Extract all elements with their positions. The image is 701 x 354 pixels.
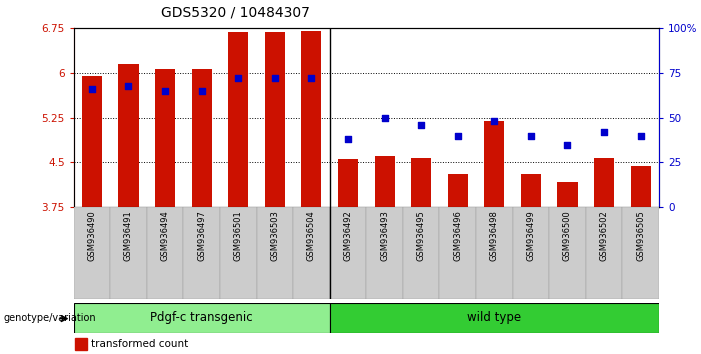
Point [635,133,646,138]
Bar [521,174,541,207]
Point [525,133,536,138]
Bar [586,207,622,299]
Text: GSM936491: GSM936491 [124,210,133,261]
Bar [366,207,403,299]
Point [123,83,134,88]
Text: GSM936505: GSM936505 [636,210,645,261]
Text: genotype/variation: genotype/variation [4,313,96,323]
Point [159,88,170,94]
Text: Pdgf-c transgenic: Pdgf-c transgenic [150,311,253,324]
Bar [484,121,505,207]
Point [233,75,244,81]
Point [489,119,500,124]
Text: GSM936494: GSM936494 [161,210,170,261]
Text: transformed count: transformed count [91,339,189,349]
Bar [476,207,512,299]
Bar [403,207,440,299]
Bar [147,207,184,299]
Bar [74,207,110,299]
Bar [440,207,476,299]
Bar [622,207,659,299]
Bar [75,338,87,350]
Text: wild type: wild type [468,311,522,324]
Point [562,142,573,147]
Text: GSM936501: GSM936501 [233,210,243,261]
Bar [155,69,175,207]
Text: GSM936504: GSM936504 [307,210,316,261]
Bar [301,31,322,207]
Text: GSM936502: GSM936502 [599,210,608,261]
Text: GDS5320 / 10484307: GDS5320 / 10484307 [161,5,311,19]
Bar [557,182,578,207]
Bar [265,33,285,207]
Bar [338,159,358,207]
Bar [74,303,329,333]
Text: GSM936492: GSM936492 [343,210,353,261]
Point [452,133,463,138]
Bar [374,156,395,207]
Point [269,75,280,81]
Bar [257,207,293,299]
Bar [82,76,102,207]
Bar [631,166,651,207]
Bar [228,33,248,207]
Bar [220,207,257,299]
Text: GSM936493: GSM936493 [380,210,389,261]
Bar [549,207,586,299]
Text: GSM936490: GSM936490 [88,210,97,261]
Text: GSM936503: GSM936503 [271,210,279,261]
Text: GSM936496: GSM936496 [454,210,462,261]
Point [416,122,427,128]
Bar [191,69,212,207]
Bar [110,207,147,299]
Bar [448,174,468,207]
Point [379,115,390,121]
Point [196,88,207,94]
Text: GSM936500: GSM936500 [563,210,572,261]
Point [86,86,97,92]
Text: GSM936498: GSM936498 [490,210,499,261]
Text: GSM936499: GSM936499 [526,210,536,261]
Bar [118,64,139,207]
Bar [329,207,366,299]
Bar [184,207,220,299]
Text: GSM936495: GSM936495 [416,210,426,261]
Bar [411,158,431,207]
Point [306,75,317,81]
Text: GSM936497: GSM936497 [197,210,206,261]
Bar [594,158,614,207]
Bar [293,207,329,299]
Bar [329,303,659,333]
Point [599,129,610,135]
Bar [512,207,549,299]
Point [342,136,353,142]
